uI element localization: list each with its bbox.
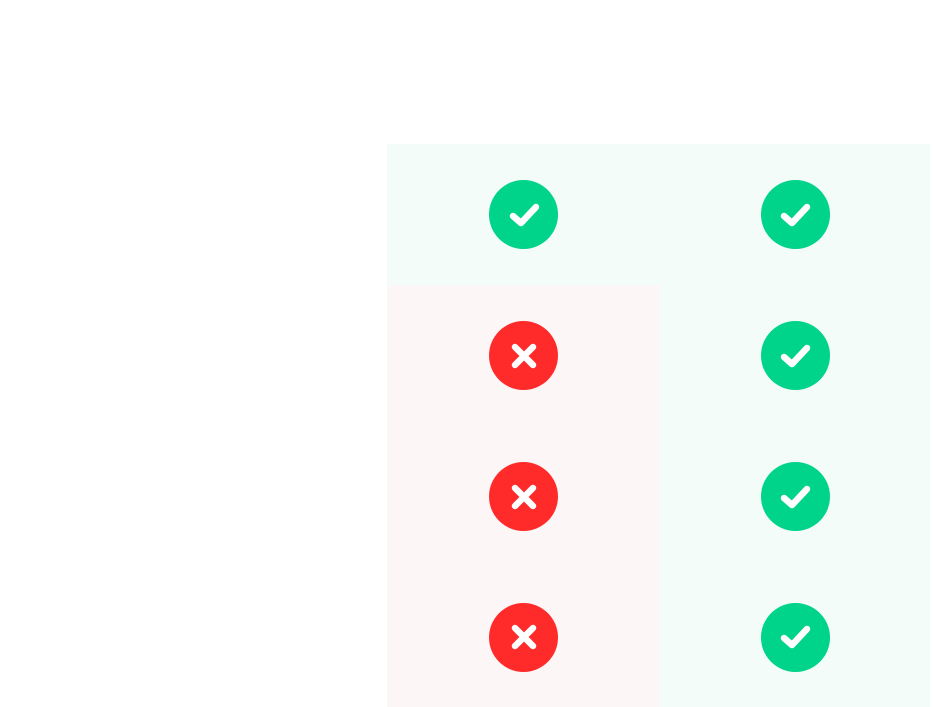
x-circle-icon [489, 462, 558, 531]
comparison-cell-r4-c2 [660, 567, 930, 707]
comparison-cell-r4-c1 [387, 567, 660, 707]
comparison-grid [387, 144, 930, 707]
comparison-cell-r2-c1 [387, 285, 660, 426]
check-circle-icon [489, 180, 558, 249]
comparison-cell-r2-c2 [660, 285, 930, 426]
comparison-cell-r1-c2 [660, 144, 930, 285]
comparison-cell-r3-c1 [387, 426, 660, 567]
x-circle-icon [489, 602, 558, 672]
x-circle-icon [489, 321, 558, 390]
comparison-cell-r3-c2 [660, 426, 930, 567]
check-circle-icon [760, 180, 830, 249]
check-circle-icon [760, 602, 830, 672]
check-circle-icon [760, 321, 830, 390]
comparison-cell-r1-c1 [387, 144, 660, 285]
check-circle-icon [760, 462, 830, 531]
